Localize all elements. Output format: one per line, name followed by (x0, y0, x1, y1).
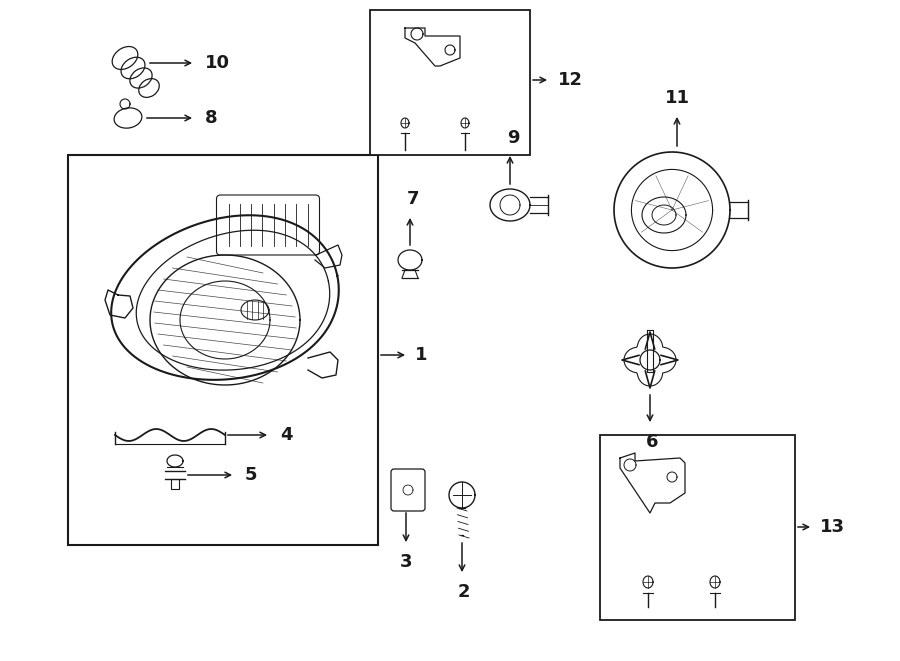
Text: 6: 6 (646, 433, 658, 451)
Bar (68, 155, 378, 545)
FancyBboxPatch shape (217, 195, 320, 255)
Bar (370, 10, 530, 155)
Text: 11: 11 (664, 89, 689, 107)
Text: 9: 9 (507, 129, 519, 147)
FancyBboxPatch shape (391, 469, 425, 511)
Text: 2: 2 (458, 583, 470, 601)
Text: 3: 3 (400, 553, 412, 571)
Text: 5: 5 (245, 466, 257, 484)
Text: 13: 13 (820, 518, 845, 536)
Text: 8: 8 (205, 109, 218, 127)
Text: 1: 1 (415, 346, 428, 364)
Text: 12: 12 (558, 71, 583, 89)
Bar (600, 435, 795, 620)
Text: 4: 4 (280, 426, 292, 444)
Text: 7: 7 (407, 190, 419, 208)
Text: 10: 10 (205, 54, 230, 72)
